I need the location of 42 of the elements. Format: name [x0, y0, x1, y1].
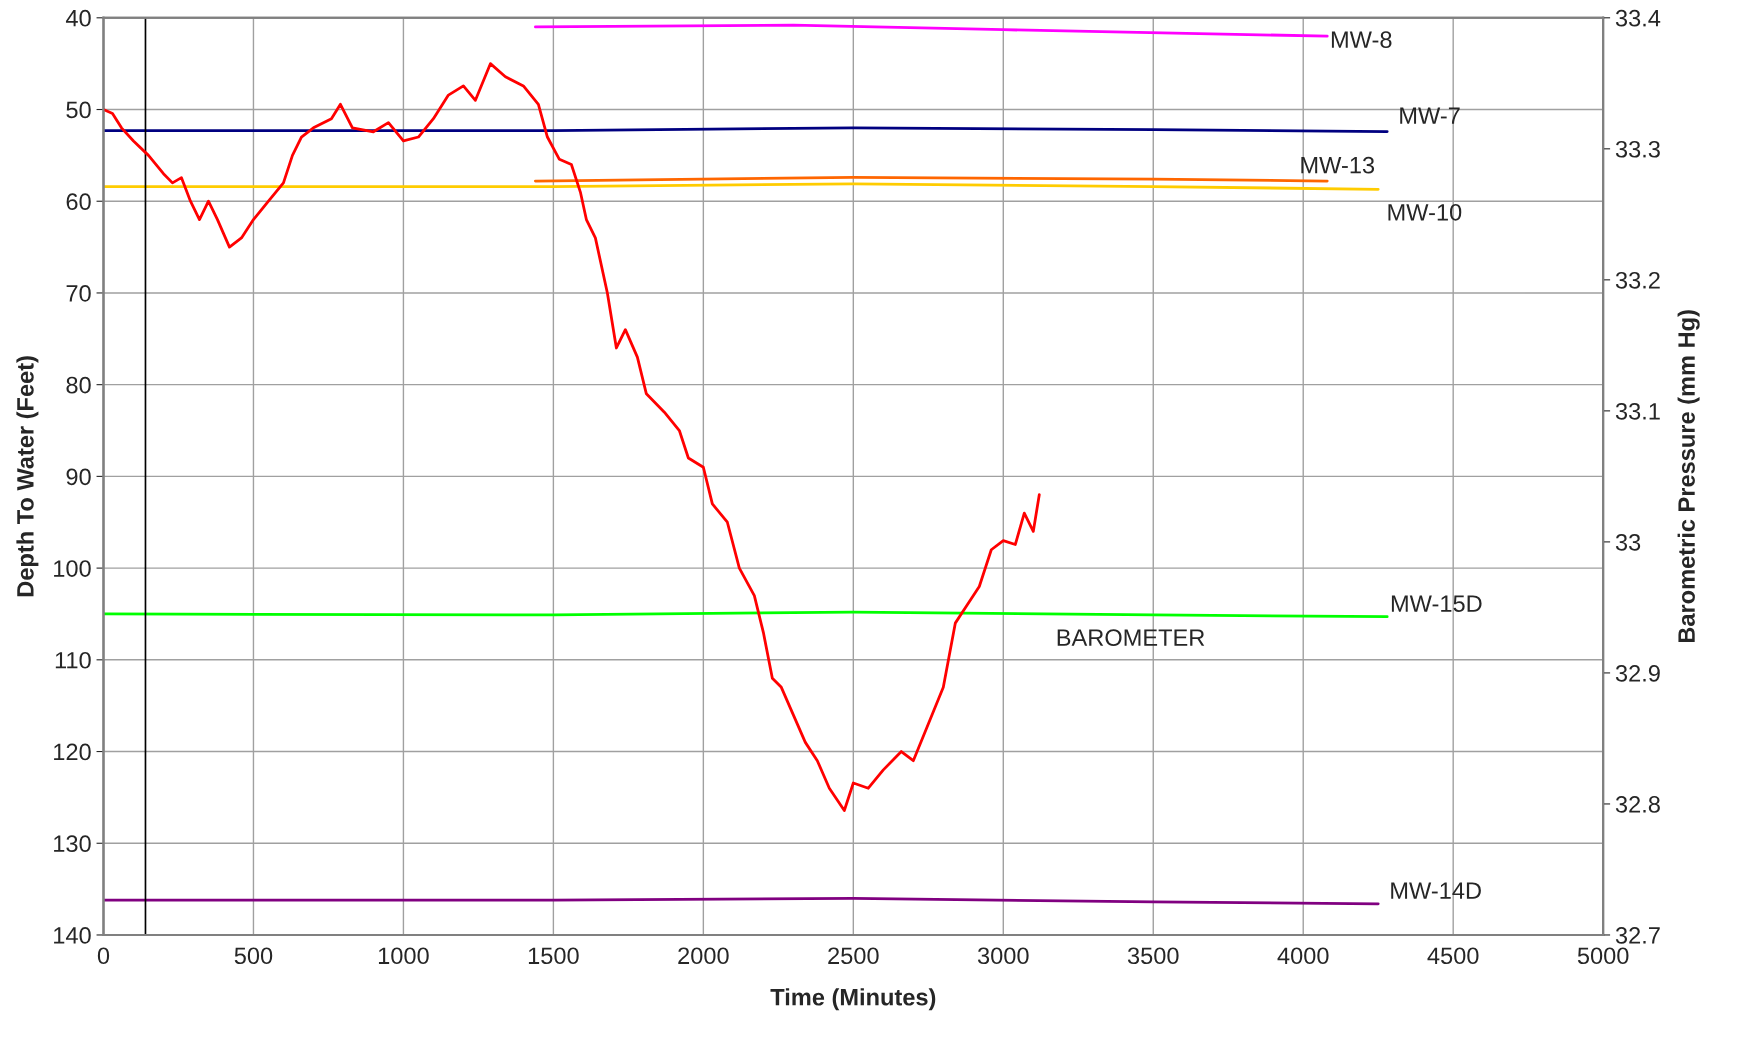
- series-label: MW-7: [1400, 107, 1460, 124]
- series-label: MW-14D: [1391, 882, 1481, 899]
- y-tick-label: 90: [66, 468, 91, 486]
- y-tick-label: 120: [54, 743, 91, 761]
- series-label: MW-8: [1331, 31, 1392, 49]
- x-axis-title: Time (Minutes): [770, 988, 936, 1011]
- y2-tick-label: 33.3: [1615, 140, 1660, 158]
- y-tick-label: 140: [54, 927, 91, 944]
- y-tick-label: 110: [55, 651, 91, 669]
- y2-axis-title: Barometric Pressure (mm Hg): [1677, 310, 1700, 643]
- x-tick-label: 1500: [528, 947, 579, 965]
- x-tick-label: 2000: [678, 947, 729, 965]
- y-axis-title: Depth To Water (Feet): [16, 356, 39, 597]
- y-tick-label: 60: [66, 193, 91, 211]
- series-label: MW-10: [1388, 203, 1462, 221]
- series-label: MW-13: [1301, 156, 1375, 174]
- line-series: [103, 62, 1041, 812]
- y2-tick-label: 33.4: [1615, 9, 1661, 27]
- x-tick-label: 3000: [977, 947, 1029, 965]
- x-tick-label: 2500: [828, 947, 879, 965]
- y2-tick-label: 32.7: [1615, 927, 1660, 944]
- y2-tick-label: 32.8: [1615, 796, 1660, 813]
- y-tick-label: 130: [54, 835, 91, 853]
- x-tick-label: 500: [234, 947, 273, 965]
- x-tick-label: 0: [97, 947, 110, 965]
- y-tick-label: 50: [66, 101, 91, 119]
- x-tick-label: 1000: [378, 947, 429, 965]
- y-tick-label: 100: [54, 560, 91, 577]
- y-tick-label: 40: [65, 9, 91, 27]
- y-tick-label: 80: [66, 376, 91, 394]
- y2-tick-label: 33.2: [1615, 271, 1660, 289]
- annotation: BAROMETER: [1057, 629, 1205, 646]
- x-tick-label: 4500: [1427, 947, 1479, 965]
- y-tick-label: 70: [66, 285, 91, 302]
- y2-tick-label: 32.9: [1615, 664, 1660, 682]
- series-label: MW-15D: [1391, 595, 1482, 612]
- x-tick-label: 4000: [1277, 947, 1329, 965]
- y2-tick-label: 33: [1615, 533, 1641, 551]
- y2-tick-label: 33.1: [1615, 402, 1660, 420]
- x-tick-label: 3500: [1127, 947, 1179, 965]
- x-tick-label: 5000: [1577, 947, 1629, 965]
- line-series: [534, 23, 1329, 38]
